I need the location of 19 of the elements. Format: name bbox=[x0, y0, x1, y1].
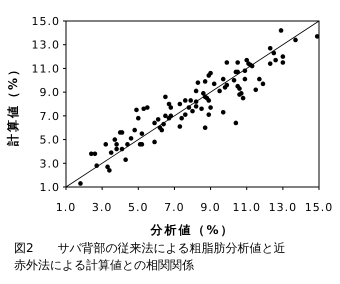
x-tick-label: 9.0 bbox=[200, 201, 221, 214]
x-tick-label: 15.0 bbox=[304, 201, 334, 214]
x-tick-label: 13.0 bbox=[268, 201, 298, 214]
y-axis-title: 計算値（%） bbox=[6, 62, 20, 148]
y-tick-label: 15.0 bbox=[32, 15, 60, 28]
y-tick-label: 7.0 bbox=[40, 110, 60, 123]
x-tick-label: 3.0 bbox=[92, 201, 112, 214]
x-tick-label: 5.0 bbox=[128, 201, 149, 214]
y-tick-label: 9.0 bbox=[40, 86, 60, 100]
text: 図2 サバ背部の従来法による粗脂肪分析値と近赤外法による計算値との相関関係 bbox=[14, 240, 287, 274]
y-tick-label: 5.0 bbox=[40, 134, 60, 147]
x-tick-label: 1.0 bbox=[56, 201, 76, 214]
y-tick-label: 11.0 bbox=[32, 62, 60, 76]
y-tick-label: 13.0 bbox=[32, 38, 60, 52]
x-tick-label: 11.0 bbox=[232, 201, 261, 214]
y-tick-label: 3.0 bbox=[40, 157, 60, 170]
x-tick-label: 7.0 bbox=[164, 201, 185, 214]
y-tick-label: 1.0 bbox=[40, 181, 60, 194]
x-axis-title: 分析値（%） bbox=[149, 223, 235, 237]
